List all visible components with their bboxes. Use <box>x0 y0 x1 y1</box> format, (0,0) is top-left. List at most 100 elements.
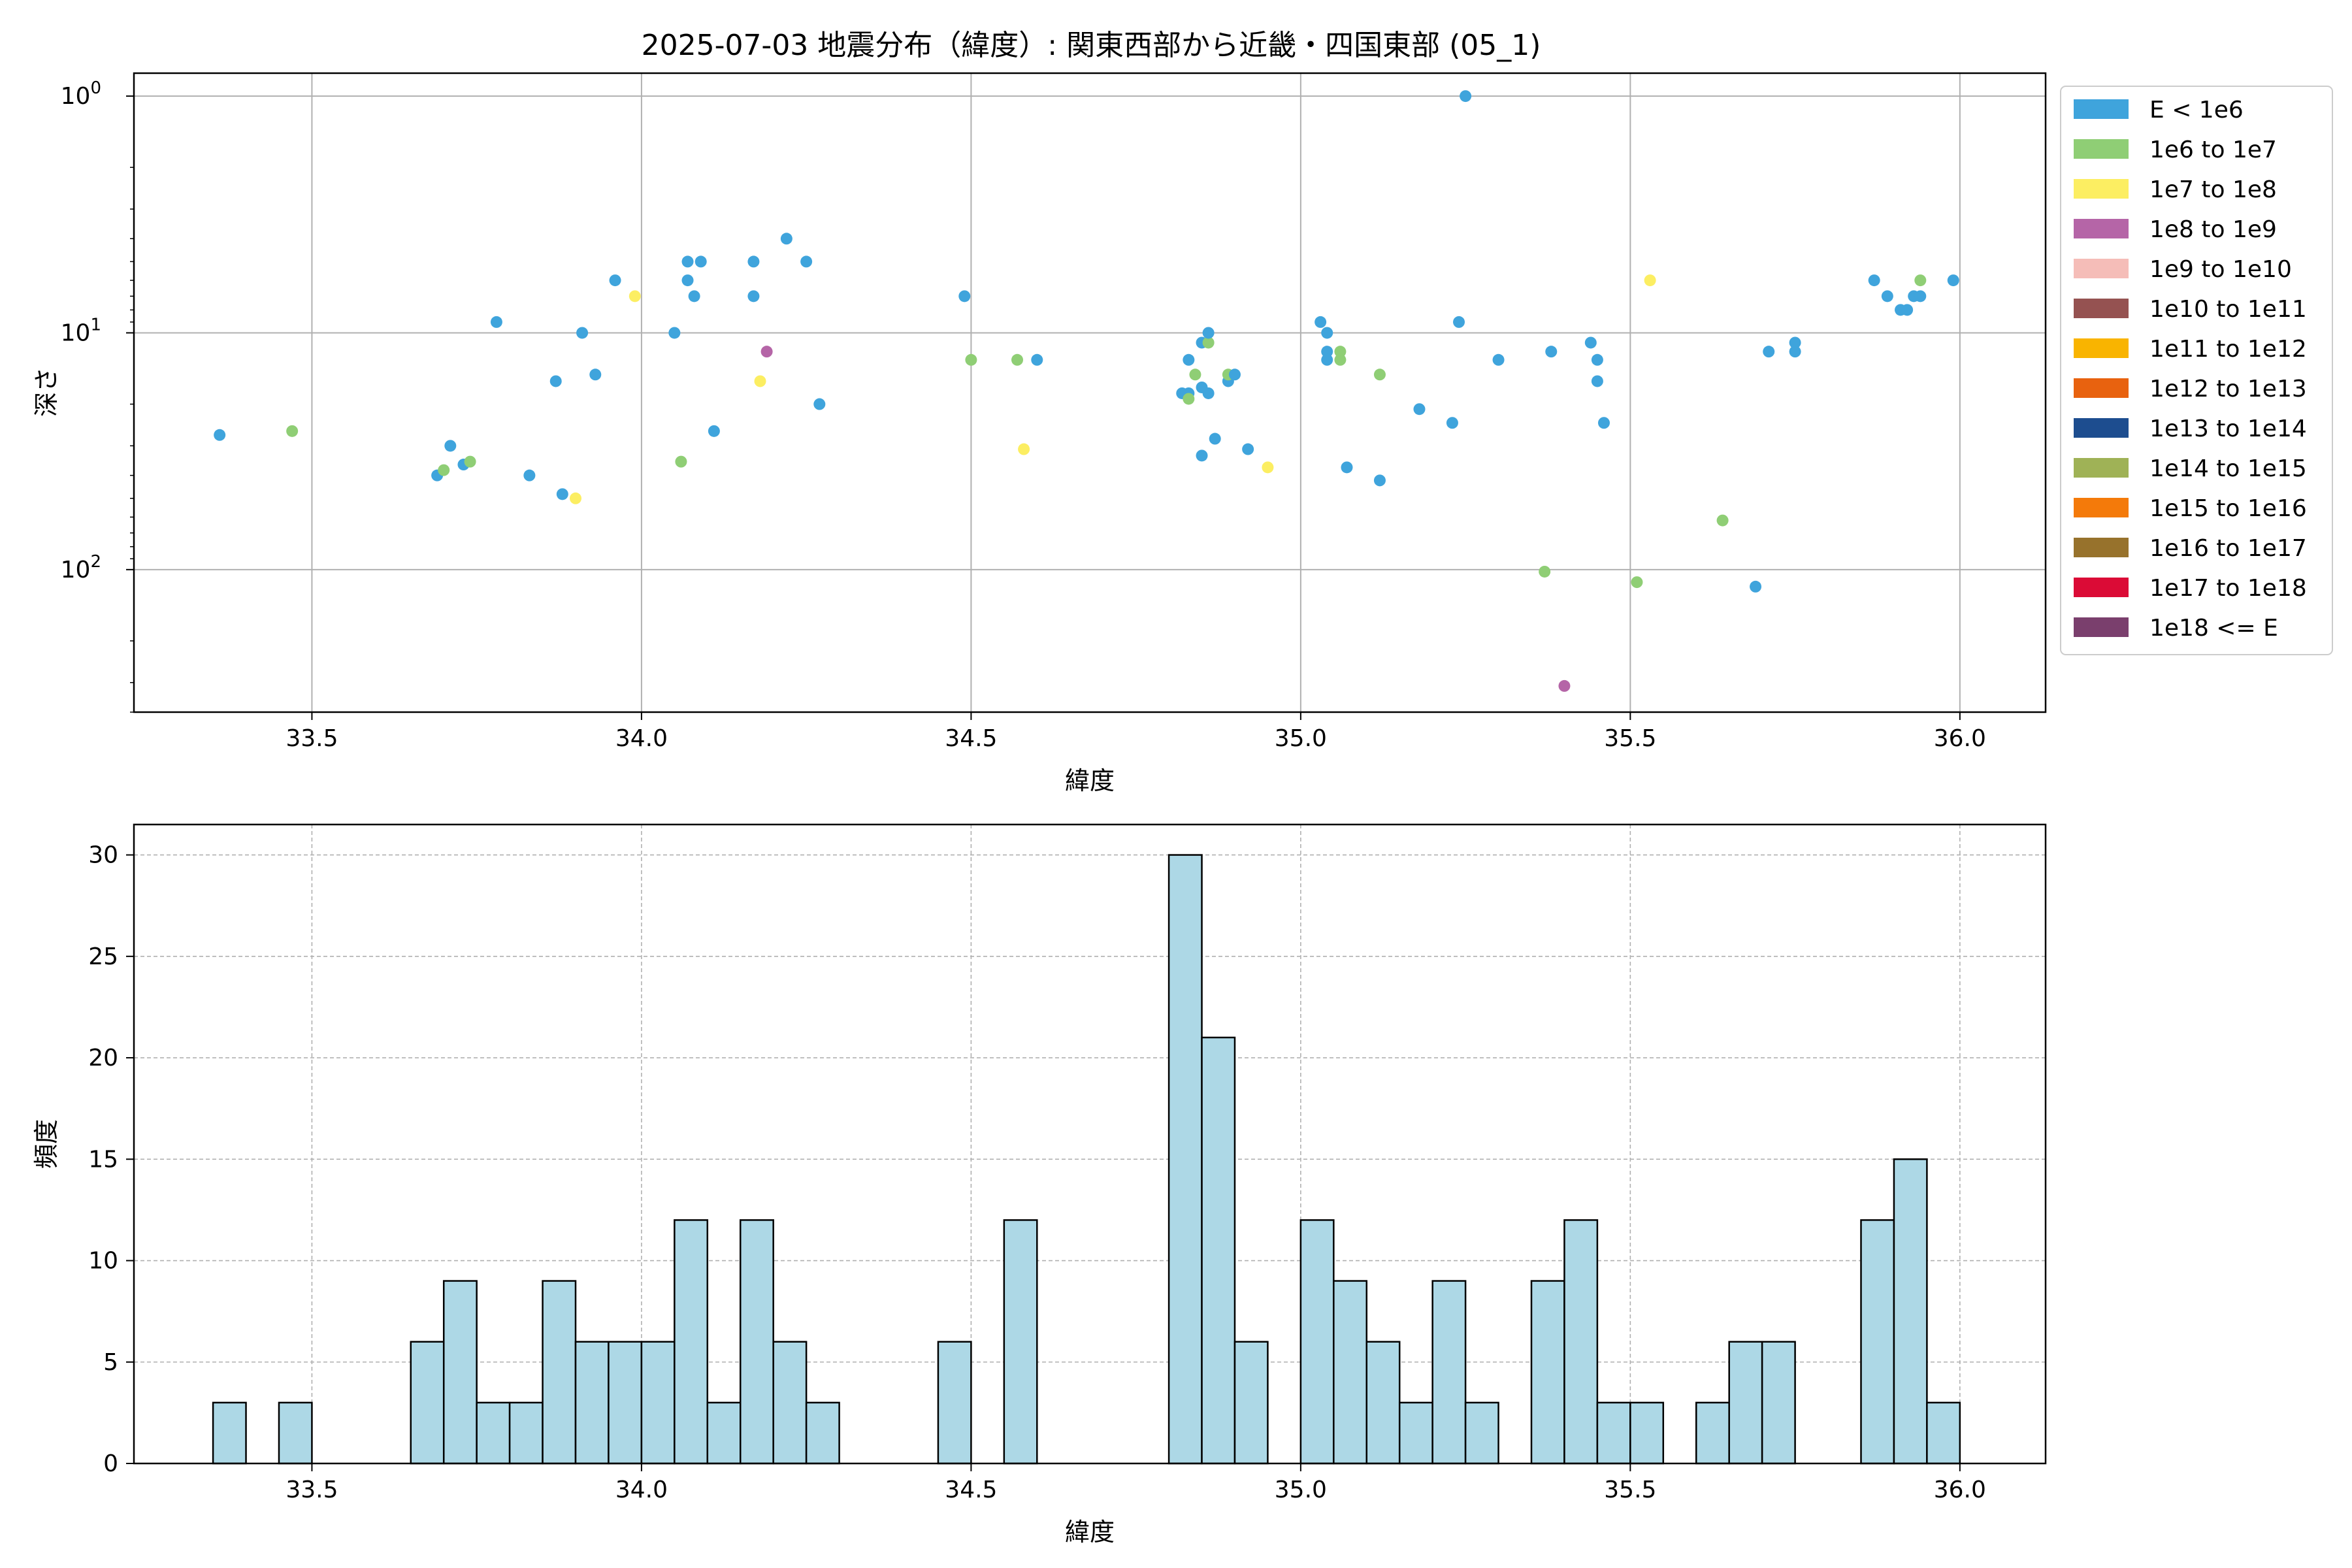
histogram-bar <box>1695 1401 1730 1465</box>
histogram-x-tick-label: 35.0 <box>1275 1477 1327 1503</box>
scatter-point <box>1209 433 1221 445</box>
histogram-bar <box>212 1401 247 1465</box>
scatter-x-axis-label: 緯度 <box>1065 766 1115 795</box>
scatter-point <box>681 274 694 287</box>
scatter-gridlines <box>134 73 2046 712</box>
scatter-point <box>1334 353 1347 366</box>
histogram-x-tick-label: 34.0 <box>615 1477 668 1503</box>
scatter-point <box>800 255 813 268</box>
histogram-x-tick-label: 35.5 <box>1604 1477 1656 1503</box>
histogram-bar <box>278 1401 313 1465</box>
scatter-x-tick-label: 35.5 <box>1604 725 1656 752</box>
legend-swatch <box>2074 179 2129 199</box>
scatter-point <box>1315 316 1327 328</box>
histogram-x-tick-label: 34.5 <box>945 1477 997 1503</box>
legend-label: 1e18 <= E <box>2149 615 2278 642</box>
histogram-bar <box>805 1401 840 1465</box>
scatter-x-tick-label: 34.0 <box>615 725 668 752</box>
histogram-bar <box>1563 1219 1599 1465</box>
histogram-x-axis: 33.5 34.0 34.5 35.0 35.5 36.0 <box>286 1463 1986 1503</box>
scatter-point <box>1789 336 1801 349</box>
legend-swatch <box>2074 139 2129 159</box>
scatter-point <box>965 353 977 366</box>
histogram-bar <box>937 1341 972 1465</box>
scatter-point <box>1631 576 1643 589</box>
scatter-point <box>675 455 687 468</box>
scatter-x-tick-label: 36.0 <box>1934 725 1986 752</box>
scatter-point <box>570 492 582 504</box>
scatter-point <box>1716 514 1729 527</box>
legend-swatch <box>2074 378 2129 398</box>
legend-swatch <box>2074 219 2129 238</box>
scatter-point <box>549 375 562 387</box>
histogram-bar <box>1926 1401 1961 1465</box>
legend-label: 1e14 to 1e15 <box>2149 455 2307 482</box>
legend-label: 1e16 to 1e17 <box>2149 535 2307 562</box>
scatter-x-axis: 33.5 34.0 34.5 35.0 35.5 36.0 <box>286 712 1986 752</box>
scatter-point <box>609 274 621 287</box>
histogram-bar <box>1893 1158 1928 1465</box>
histogram-y-tick-label: 30 <box>88 842 118 869</box>
scatter-point <box>1373 474 1386 487</box>
legend-label: E < 1e6 <box>2149 97 2244 123</box>
scatter-point <box>1031 353 1043 366</box>
scatter-point <box>1539 565 1551 578</box>
histogram-y-tick-label: 5 <box>103 1349 118 1376</box>
histogram-bar <box>476 1401 511 1465</box>
legend-swatch <box>2074 578 2129 597</box>
scatter-point <box>1914 290 1927 302</box>
histogram-bar <box>1629 1401 1665 1465</box>
legend-label: 1e17 to 1e18 <box>2149 575 2307 602</box>
scatter-point <box>1196 449 1208 462</box>
legend-frame <box>2060 86 2333 655</box>
legend-swatch <box>2074 299 2129 318</box>
scatter-point <box>1373 368 1386 381</box>
scatter-point <box>1591 353 1603 366</box>
scatter-point <box>668 327 681 339</box>
histogram-bar <box>1365 1341 1401 1465</box>
scatter-point <box>1584 336 1597 349</box>
scatter-x-tick-label: 34.5 <box>945 725 997 752</box>
scatter-point <box>1446 417 1458 429</box>
histogram-bar <box>640 1341 676 1465</box>
scatter-point <box>688 290 700 302</box>
scatter-y-axis: 100 101 102 <box>61 78 134 713</box>
scatter-y-axis-label: 深さ <box>32 367 61 417</box>
legend-label: 1e10 to 1e11 <box>2149 296 2307 323</box>
scatter-point <box>438 464 450 476</box>
legend-swatch <box>2074 338 2129 358</box>
histogram-bar <box>739 1219 774 1465</box>
legend-swatch <box>2074 538 2129 557</box>
scatter-point <box>1947 274 1959 287</box>
legend-swatch <box>2074 418 2129 438</box>
scatter-point <box>694 255 707 268</box>
scatter-point <box>1881 290 1893 302</box>
figure-title: 2025-07-03 地震分布（緯度）: 関東西部から近畿・四国東部 (05_1… <box>642 29 1541 62</box>
histogram-y-tick-label: 10 <box>88 1248 118 1275</box>
histogram-bar <box>1860 1219 1895 1465</box>
legend-label: 1e9 to 1e10 <box>2149 256 2292 283</box>
scatter-point <box>1202 327 1215 339</box>
histogram-bar <box>542 1280 577 1465</box>
legend-swatch <box>2074 259 2129 278</box>
scatter-point <box>490 316 502 328</box>
energy-legend: E < 1e6 1e6 to 1e7 1e7 to 1e8 1e8 to 1e9 1e9… <box>2060 86 2333 655</box>
legend-swatch <box>2074 617 2129 637</box>
histogram-bar <box>1464 1401 1499 1465</box>
histogram-plot-frame <box>133 823 2047 1465</box>
legend-swatch <box>2074 498 2129 517</box>
scatter-point <box>1558 679 1571 692</box>
scatter-point <box>1868 274 1880 287</box>
scatter-point <box>1341 461 1353 474</box>
scatter-point <box>1914 274 1927 287</box>
scatter-y-tick-label: 100 <box>61 78 101 110</box>
scatter-point <box>1228 368 1241 381</box>
histogram-bar <box>574 1341 610 1465</box>
scatter-point <box>214 429 226 441</box>
scatter-point <box>1334 346 1347 358</box>
scatter-point <box>589 368 602 381</box>
histogram-bar <box>442 1280 478 1465</box>
scatter-point <box>747 290 760 302</box>
scatter-y-tick-label: 101 <box>61 315 101 346</box>
scatter-point <box>286 425 299 437</box>
